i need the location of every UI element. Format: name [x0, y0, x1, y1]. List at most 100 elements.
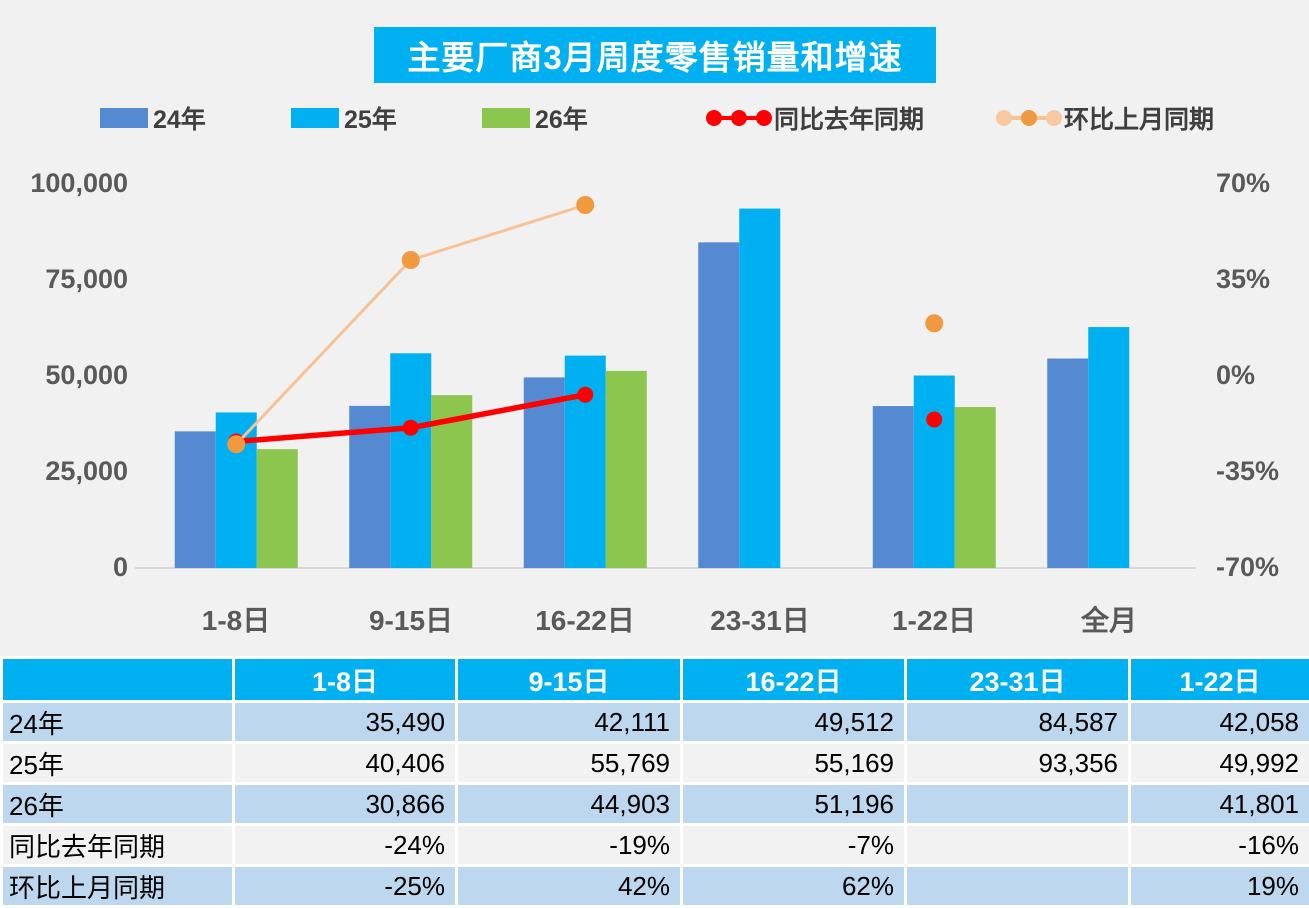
line-swatch-icon [996, 107, 1062, 129]
legend-dot [706, 110, 722, 126]
table-cell: -24% [232, 823, 458, 867]
x-axis-label: 9-15日 [368, 605, 454, 636]
table-cell: 35,490 [232, 700, 458, 744]
table-row: 环比上月同期 -25% 42% 62% 19% [0, 864, 1309, 908]
legend-label: 24年 [153, 106, 206, 134]
table-row: 24年 35,490 42,111 49,512 84,587 42,058 5… [0, 700, 1309, 744]
legend-dot [996, 110, 1012, 126]
x-axis-label: 全月 [1080, 605, 1138, 636]
table-cell: 42,058 [1128, 700, 1309, 744]
table-cell [904, 864, 1131, 908]
bar [605, 370, 647, 568]
y-axis-left-tick: 25,000 [45, 456, 128, 486]
y-axis-left-tick: 100,000 [30, 168, 128, 198]
table-cell: 55,169 [680, 741, 907, 785]
bar [1047, 358, 1089, 568]
line-marker [926, 411, 943, 428]
table-header-cell: 16-22日 [680, 656, 907, 703]
bar [523, 377, 565, 568]
table-cell: 19% [1128, 864, 1309, 908]
table-cell: -16% [1128, 823, 1309, 867]
y-axis-right-tick: -70% [1216, 552, 1280, 582]
table-header-cell: 23-31日 [904, 656, 1131, 703]
table-row-label: 环比上月同期 [0, 864, 235, 908]
bar [174, 431, 216, 568]
x-axis-label: 16-22日 [535, 605, 635, 636]
legend-dot [1021, 110, 1037, 126]
chart-title: 主要厂商3月周度零售销量和增速 [374, 27, 936, 83]
line-marker [401, 251, 420, 269]
legend-item-24: 24年 [100, 103, 206, 134]
line-marker [577, 386, 594, 403]
table-cell: 51,196 [680, 782, 907, 826]
line-marker [402, 419, 419, 436]
table-cell: 93,356 [904, 741, 1131, 785]
bar [954, 407, 996, 568]
table-cell: 41,801 [1128, 782, 1309, 826]
table-row: 同比去年同期 -24% -19% -7% -16% [0, 823, 1309, 867]
table-row-label: 26年 [0, 782, 235, 826]
combo-chart-canvas [135, 196, 1196, 569]
legend-item-yoy: 同比去年同期 [706, 103, 925, 134]
bar [390, 353, 432, 568]
y-axis-right-tick: 70% [1216, 168, 1271, 198]
table-cell: 49,512 [680, 700, 907, 744]
table-cell: 42,111 [455, 700, 683, 744]
line-swatch-icon [706, 107, 772, 129]
legend-label: 同比去年同期 [774, 106, 925, 134]
bar [872, 406, 914, 568]
table-cell: 55,769 [455, 741, 683, 785]
legend-label: 25年 [344, 106, 397, 134]
table-cell: 62% [680, 864, 907, 908]
legend-dot [1046, 110, 1062, 126]
bar [1088, 327, 1130, 568]
table-cell: -7% [680, 823, 907, 867]
y-axis-left-tick: 75,000 [45, 264, 128, 294]
bar [256, 449, 298, 568]
table-header-row: 1-8日 9-15日 16-22日 23-31日 1-22日 全月 [0, 656, 1309, 703]
x-axis-label: 1-22日 [891, 605, 977, 636]
table-cell: 30,866 [232, 782, 458, 826]
bar-swatch-icon [482, 108, 530, 128]
table-cell: 42% [455, 864, 683, 908]
bar-swatch-icon [291, 108, 339, 128]
line-marker [227, 435, 246, 454]
y-axis-right-tick: 0% [1216, 360, 1256, 390]
line-marker [576, 196, 595, 214]
legend-dot [756, 110, 772, 126]
legend-item-25: 25年 [291, 103, 397, 134]
y-axis-right-tick: 35% [1216, 264, 1271, 294]
table-header-cell [0, 656, 235, 703]
table-header-cell: 9-15日 [455, 656, 683, 703]
x-axis-label: 23-31日 [710, 605, 810, 636]
table-cell: 44,903 [455, 782, 683, 826]
table-row: 25年 40,406 55,769 55,169 93,356 49,992 6… [0, 741, 1309, 785]
table-cell: -19% [455, 823, 683, 867]
legend-label: 环比上月同期 [1064, 106, 1215, 134]
table-row-label: 25年 [0, 741, 235, 785]
summary-table: 1-8日 9-15日 16-22日 23-31日 1-22日 全月 24年 35… [0, 656, 1309, 908]
table-header-cell: 1-8日 [232, 656, 458, 703]
y-axis-left-tick: 0 [112, 552, 128, 582]
bar [739, 208, 781, 568]
line-marker [925, 314, 944, 333]
table-header-cell: 1-22日 [1128, 656, 1309, 703]
table-cell: 49,992 [1128, 741, 1309, 785]
bar [913, 375, 955, 568]
table-cell: 84,587 [904, 700, 1131, 744]
table-cell [904, 823, 1131, 867]
table-cell: -25% [232, 864, 458, 908]
table-cell [904, 782, 1131, 826]
y-axis-left-tick: 50,000 [45, 360, 128, 390]
legend-label: 26年 [535, 106, 588, 134]
legend-item-mom: 环比上月同期 [996, 103, 1215, 134]
table-cell: 40,406 [232, 741, 458, 785]
bar-swatch-icon [100, 108, 148, 128]
x-axis-label: 1-8日 [201, 605, 271, 636]
legend-dot [731, 110, 747, 126]
y-axis-right-tick: -35% [1216, 456, 1280, 486]
bar [698, 242, 740, 568]
table-row: 26年 30,866 44,903 51,196 41,801 [0, 782, 1309, 826]
legend-item-26: 26年 [482, 103, 588, 134]
